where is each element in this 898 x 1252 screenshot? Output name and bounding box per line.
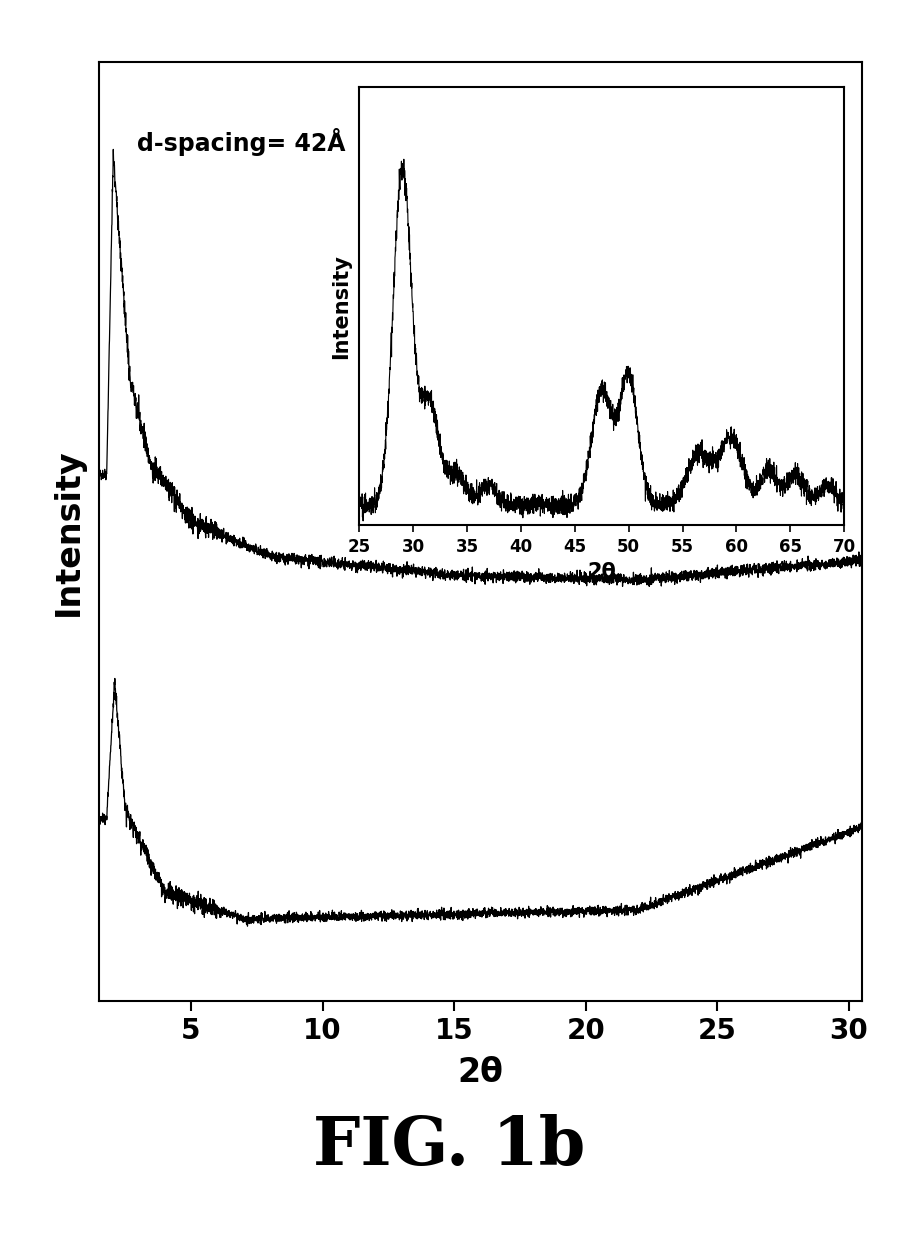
X-axis label: 2θ: 2θ xyxy=(587,561,616,581)
Y-axis label: Intensity: Intensity xyxy=(330,254,351,359)
Y-axis label: Intensity: Intensity xyxy=(52,448,85,616)
X-axis label: 2θ: 2θ xyxy=(457,1055,504,1088)
Text: d-spacing= 42Å: d-spacing= 42Å xyxy=(137,129,346,156)
Text: FIG. 1b: FIG. 1b xyxy=(313,1113,585,1178)
